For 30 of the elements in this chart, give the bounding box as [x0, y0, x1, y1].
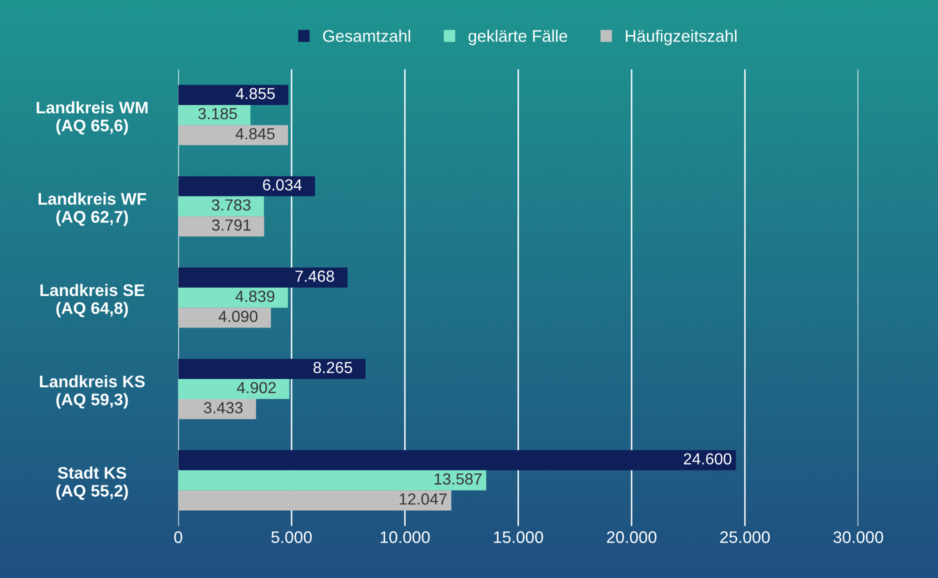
- data-label: 13.587: [434, 473, 482, 485]
- data-label: 12.047: [400, 493, 447, 505]
- data-label: 3.433: [204, 402, 243, 414]
- x-tick-label: 25.000: [720, 531, 770, 544]
- y-tick-label: Landkreis WM (AQ 65,6): [36, 101, 148, 135]
- x-tick-label: 10.000: [380, 531, 430, 544]
- y-tick-label: Landkreis KS (AQ 59,3): [40, 375, 145, 409]
- data-label: 4.845: [236, 128, 275, 140]
- x-tick-label: 20.000: [606, 531, 656, 544]
- data-label: 8.265: [313, 362, 352, 374]
- y-tick-label: Landkreis WF (AQ 62,7): [38, 192, 146, 226]
- data-label: 4.902: [236, 382, 276, 394]
- data-label: 3.185: [198, 108, 237, 120]
- data-label: 6.034: [263, 179, 302, 191]
- data-label: 7.468: [296, 270, 334, 282]
- x-tick-label: 0: [174, 531, 182, 544]
- y-tick-label: Stadt KS (AQ 55,2): [56, 466, 128, 500]
- legend-label: Häufigzeitszahl: [626, 30, 736, 46]
- data-label: 3.791: [212, 219, 251, 231]
- data-label: 4.839: [236, 290, 274, 302]
- legend-label: Gesamtzahl: [323, 30, 410, 42]
- data-label: 24.600: [684, 453, 732, 465]
- x-tick-label: 15.000: [494, 531, 544, 544]
- y-tick-label: Landkreis SE (AQ 64,8): [40, 284, 144, 318]
- data-label: 4.090: [218, 310, 258, 322]
- x-tick-label: 5.000: [271, 531, 312, 544]
- data-label: 3.783: [212, 199, 250, 211]
- x-tick-label: 30.000: [833, 531, 884, 544]
- data-label: 4.855: [236, 88, 275, 100]
- legend-label: geklärte Fälle: [468, 30, 568, 46]
